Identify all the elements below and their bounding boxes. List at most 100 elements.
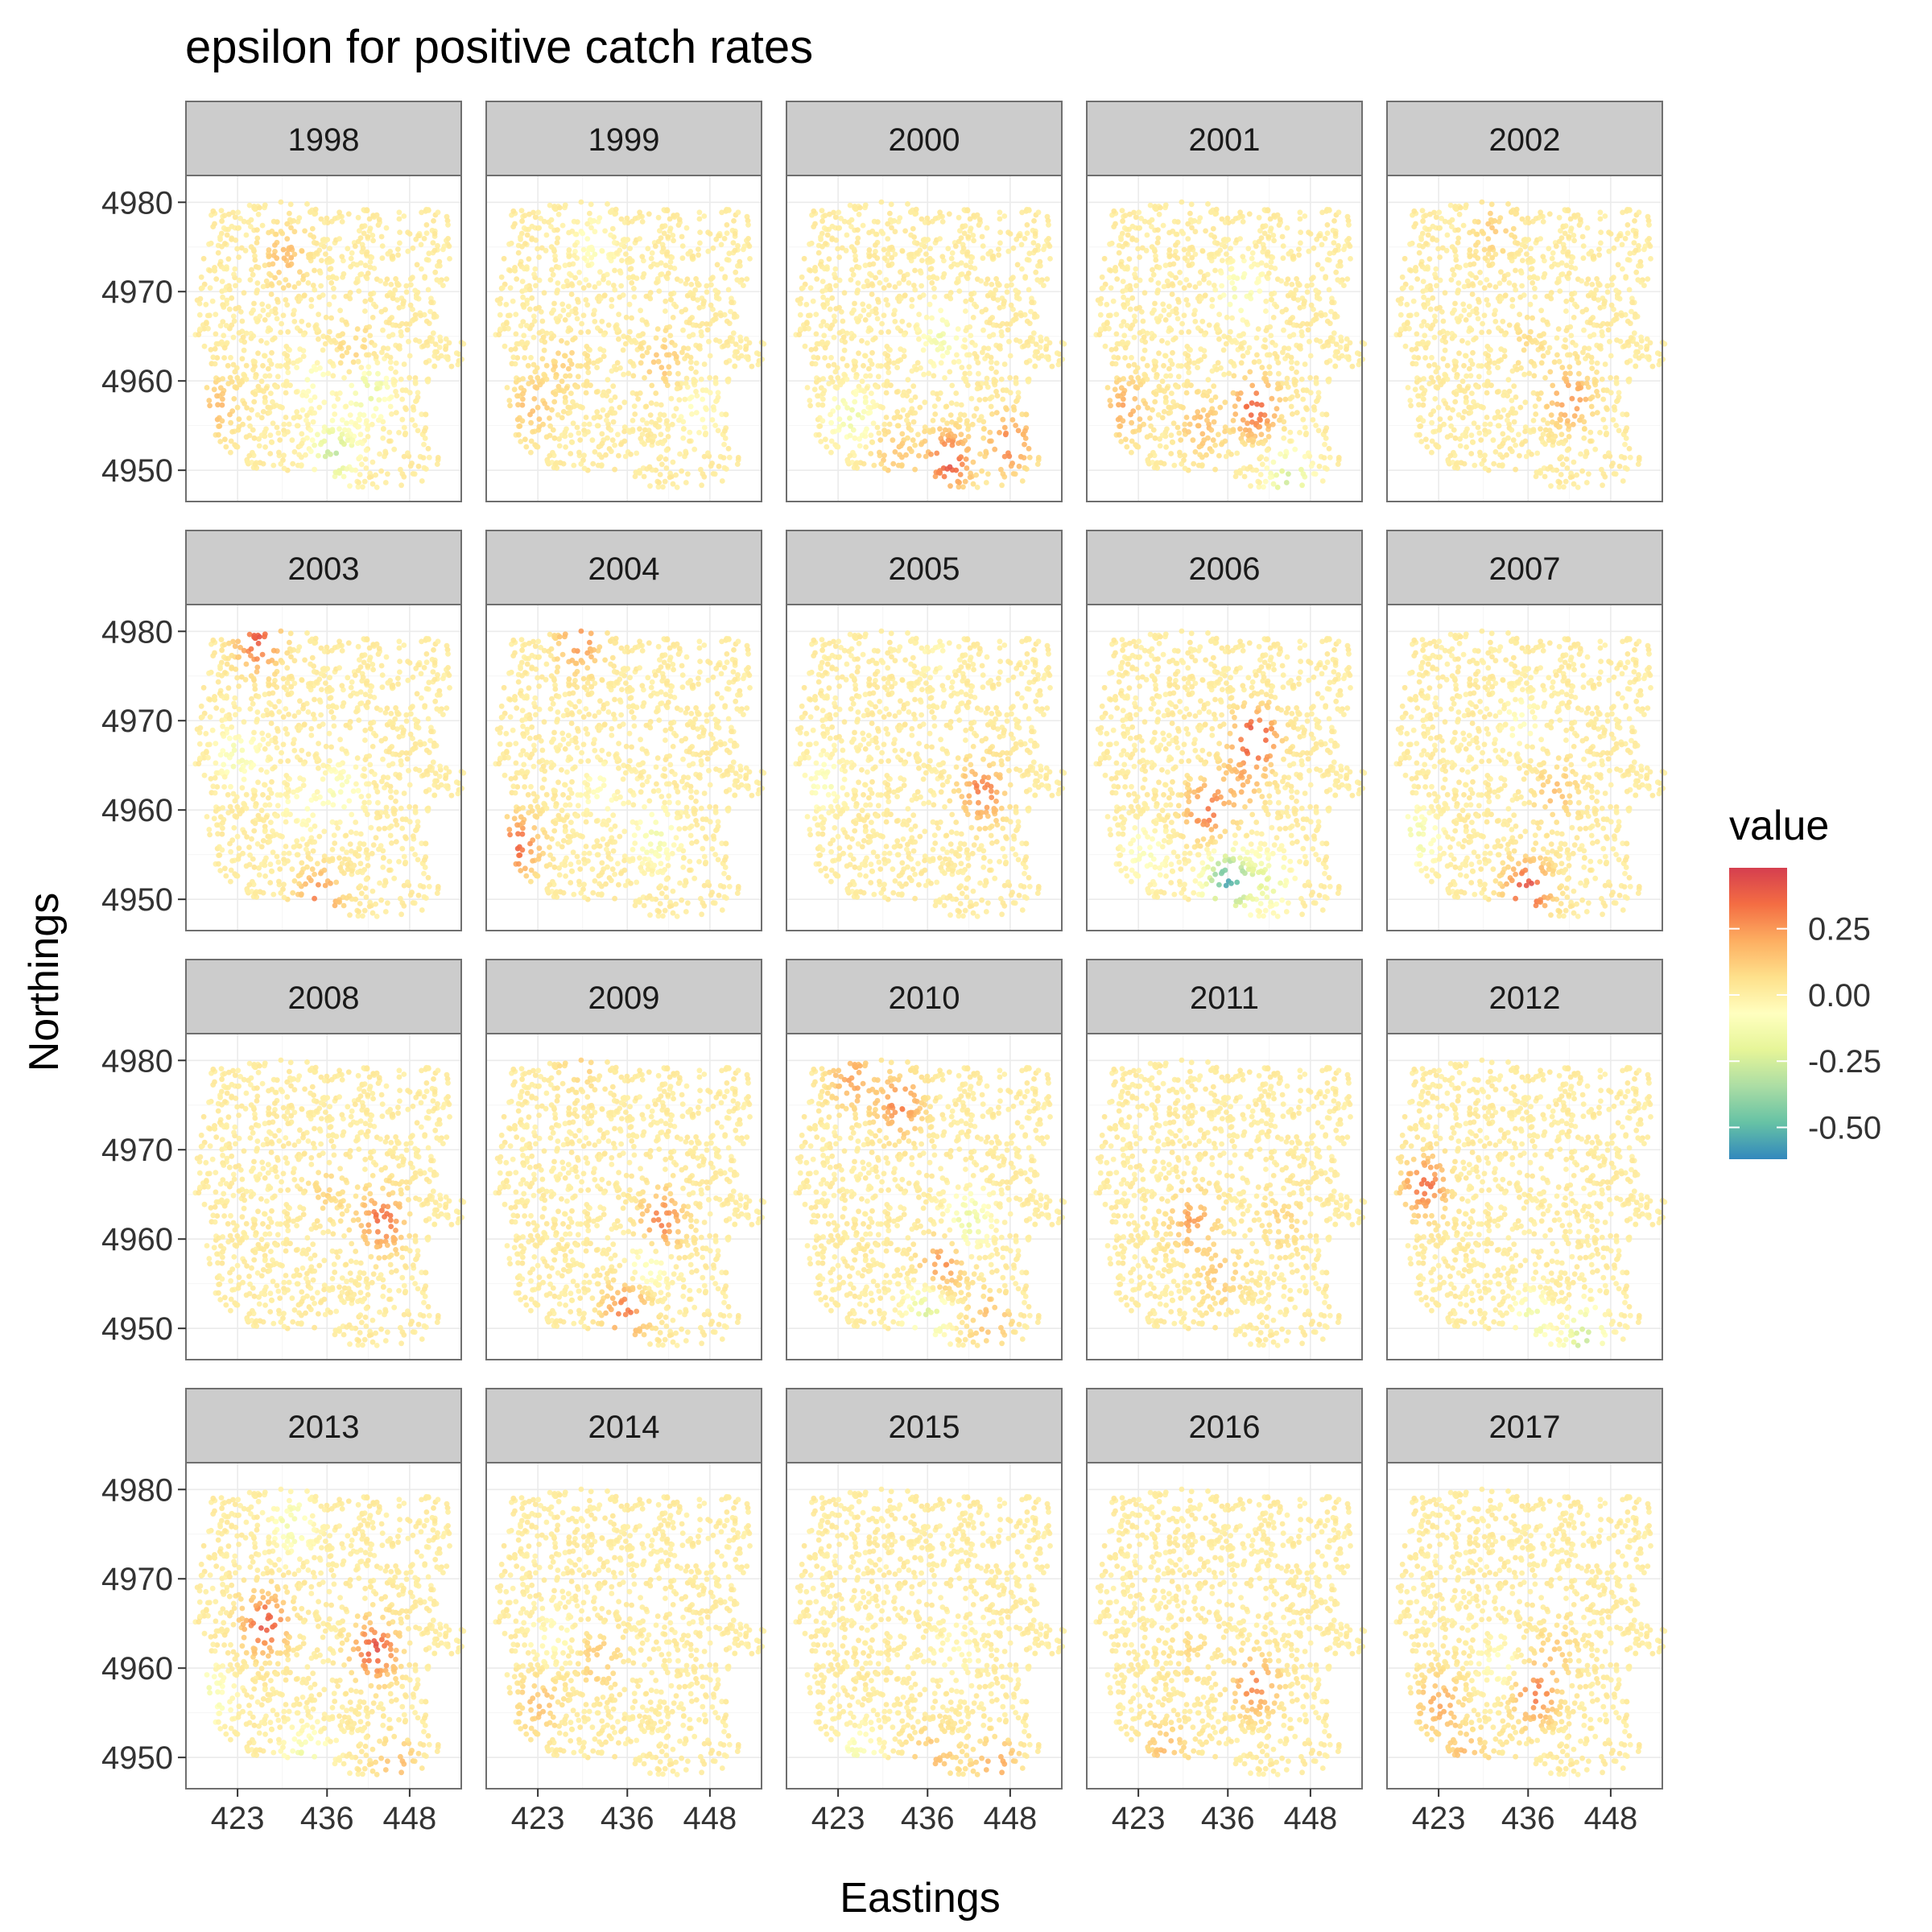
data-point xyxy=(1333,349,1339,355)
data-point xyxy=(315,360,320,365)
data-point xyxy=(328,280,334,286)
data-point xyxy=(936,333,942,339)
data-point xyxy=(370,315,376,320)
data-point xyxy=(873,307,879,312)
data-point xyxy=(1259,402,1265,408)
data-point xyxy=(1216,312,1222,317)
data-point xyxy=(980,243,986,249)
data-point xyxy=(316,453,321,459)
data-point xyxy=(873,384,879,390)
data-point xyxy=(1266,423,1272,429)
data-point xyxy=(449,364,455,369)
data-point xyxy=(1331,330,1337,336)
data-point xyxy=(1120,218,1125,224)
data-point xyxy=(221,332,226,338)
data-point xyxy=(658,431,664,437)
data-point xyxy=(1025,230,1030,236)
data-point xyxy=(959,402,964,408)
data-point xyxy=(629,316,634,321)
data-point xyxy=(929,280,935,286)
data-point xyxy=(708,303,714,308)
data-point xyxy=(812,386,818,392)
data-point xyxy=(1187,283,1192,288)
data-point xyxy=(928,452,934,457)
data-point xyxy=(320,372,326,378)
data-point xyxy=(416,464,422,469)
data-point xyxy=(368,291,374,297)
data-point xyxy=(339,214,345,220)
data-point xyxy=(971,238,976,244)
data-point xyxy=(585,262,591,268)
data-point xyxy=(1167,254,1173,259)
data-point xyxy=(320,348,326,353)
data-point xyxy=(1307,339,1312,345)
data-point xyxy=(436,209,441,215)
data-point xyxy=(980,309,985,315)
data-point xyxy=(987,439,993,444)
data-point xyxy=(979,469,985,474)
data-point xyxy=(1221,348,1227,353)
data-point xyxy=(261,389,266,394)
data-point xyxy=(869,432,874,438)
data-point xyxy=(250,272,256,278)
data-point xyxy=(406,339,411,345)
data-point xyxy=(852,301,857,307)
data-point xyxy=(536,254,542,260)
data-point xyxy=(958,454,964,460)
data-point xyxy=(1016,390,1022,395)
data-point xyxy=(348,412,353,418)
data-point xyxy=(609,303,614,309)
data-point xyxy=(259,432,265,438)
data-point xyxy=(1166,366,1172,372)
data-point xyxy=(1237,236,1243,242)
data-point xyxy=(380,243,386,249)
data-point xyxy=(213,276,219,282)
data-point xyxy=(1111,354,1117,360)
data-point xyxy=(807,312,813,318)
data-point xyxy=(393,369,398,375)
data-point xyxy=(503,302,509,308)
data-point xyxy=(863,444,869,450)
data-point xyxy=(1120,208,1125,213)
data-point xyxy=(1275,381,1281,386)
data-point xyxy=(813,312,819,317)
data-point xyxy=(842,290,848,295)
data-point xyxy=(561,308,567,313)
data-point xyxy=(630,418,636,423)
data-point xyxy=(519,244,525,250)
data-point xyxy=(380,255,386,261)
data-point xyxy=(852,258,858,263)
data-point xyxy=(1509,303,1515,309)
data-point xyxy=(303,418,309,423)
data-point xyxy=(548,277,554,283)
data-point xyxy=(1161,223,1166,229)
data-point xyxy=(957,228,963,233)
data-point xyxy=(297,346,303,352)
data-point xyxy=(1316,428,1322,434)
data-point xyxy=(1338,279,1344,285)
data-point xyxy=(702,361,708,367)
data-point xyxy=(340,353,345,359)
data-point xyxy=(225,227,231,233)
data-point xyxy=(1303,431,1309,436)
data-point xyxy=(1200,393,1206,398)
data-point xyxy=(886,283,892,288)
data-point xyxy=(1627,446,1633,452)
data-point xyxy=(1262,412,1268,418)
data-point xyxy=(336,470,341,476)
data-point xyxy=(312,467,317,473)
data-point xyxy=(944,420,950,426)
data-point xyxy=(1265,448,1270,453)
data-point xyxy=(431,240,436,246)
data-point xyxy=(1186,369,1191,375)
data-point xyxy=(982,397,988,402)
data-point xyxy=(805,385,811,390)
data-point xyxy=(884,362,890,368)
data-point xyxy=(1331,240,1337,246)
data-point xyxy=(415,394,421,400)
data-point xyxy=(199,275,204,280)
data-point xyxy=(815,393,820,398)
data-point xyxy=(353,390,358,396)
data-point xyxy=(269,350,275,356)
data-point xyxy=(872,219,877,225)
